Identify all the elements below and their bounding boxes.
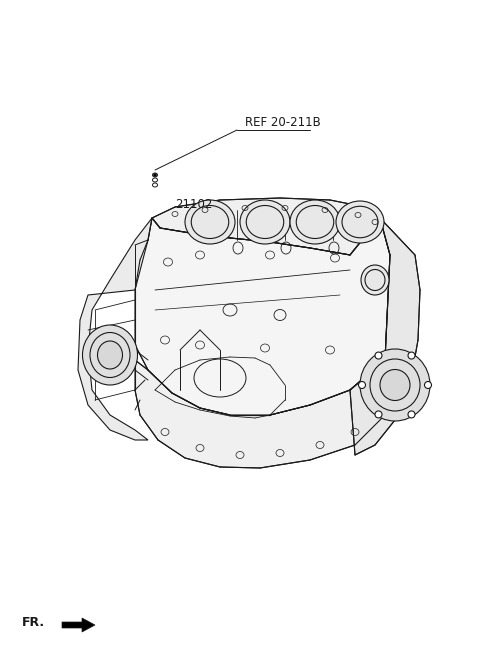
Ellipse shape (375, 352, 382, 359)
Polygon shape (152, 198, 380, 255)
Ellipse shape (360, 349, 430, 421)
Ellipse shape (359, 382, 365, 388)
Polygon shape (350, 218, 420, 455)
Ellipse shape (361, 265, 389, 295)
Polygon shape (78, 218, 152, 440)
Polygon shape (135, 360, 390, 468)
Ellipse shape (424, 382, 432, 388)
Ellipse shape (380, 369, 410, 401)
Ellipse shape (240, 200, 290, 244)
Ellipse shape (185, 200, 235, 244)
Text: FR.: FR. (22, 617, 45, 630)
Polygon shape (135, 218, 390, 415)
Ellipse shape (336, 201, 384, 243)
Ellipse shape (408, 411, 415, 418)
Ellipse shape (375, 411, 382, 418)
Text: 21102: 21102 (175, 197, 212, 211)
Ellipse shape (154, 173, 156, 176)
Ellipse shape (408, 352, 415, 359)
Polygon shape (62, 618, 95, 632)
Ellipse shape (83, 325, 137, 385)
Text: REF 20-211B: REF 20-211B (245, 115, 321, 129)
Ellipse shape (97, 341, 122, 369)
Ellipse shape (290, 200, 340, 244)
